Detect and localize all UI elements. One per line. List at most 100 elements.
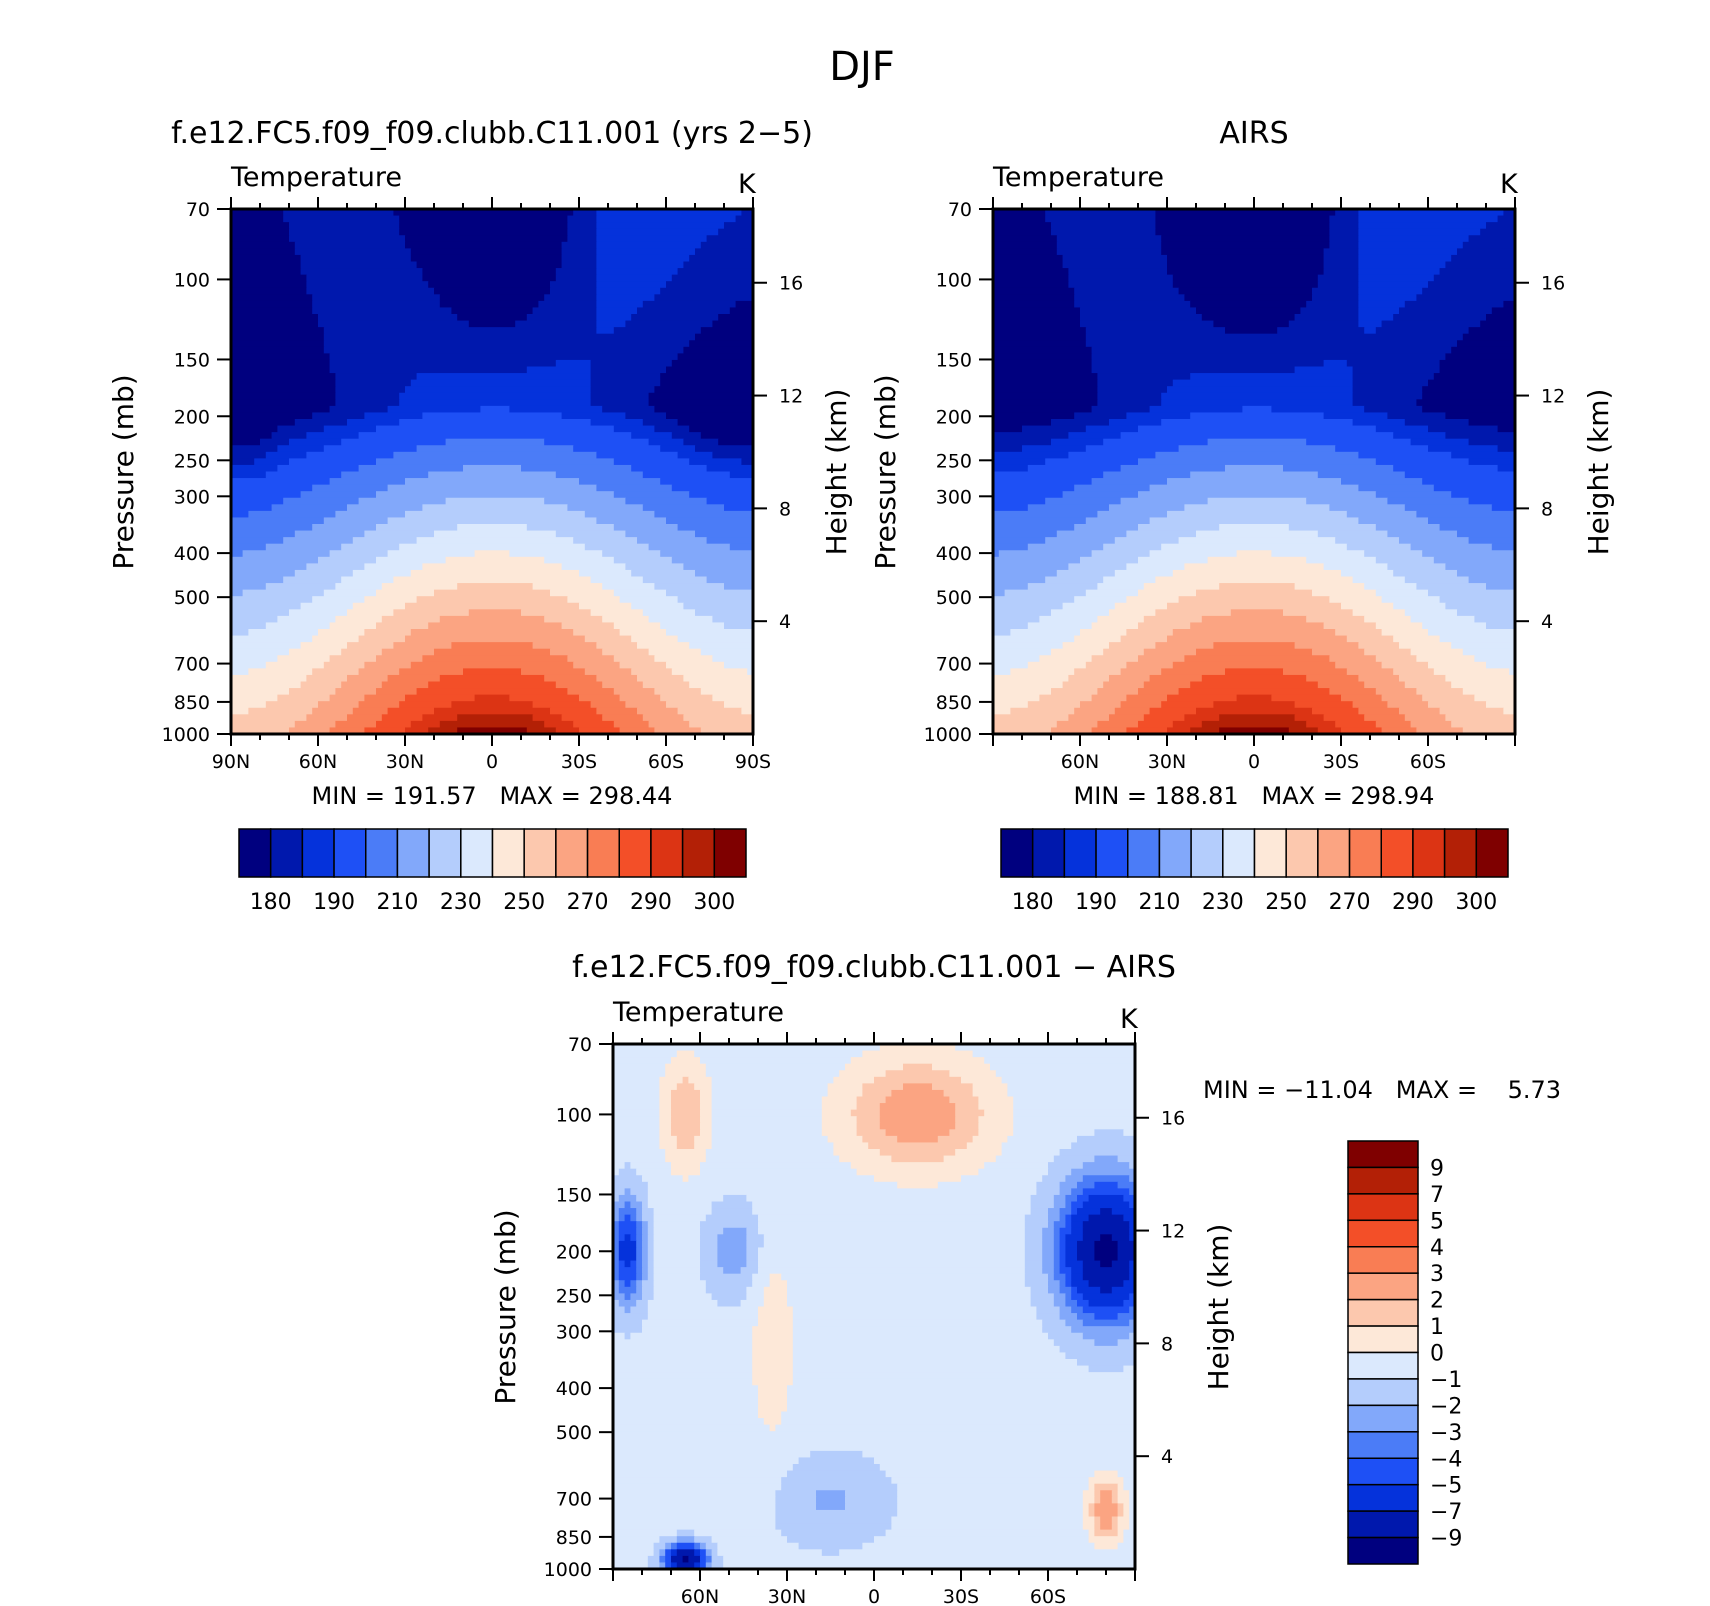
contour-band-cell (653, 1234, 701, 1242)
contour-band-cell (1352, 701, 1388, 709)
contour-band-cell (711, 1562, 724, 1569)
contour-band-cell (723, 1267, 742, 1275)
contour-band-cell (265, 543, 342, 551)
contour-band-cell (792, 1372, 1135, 1380)
contour-band-cell (648, 543, 731, 551)
contour-band-cell (445, 497, 545, 505)
contour-band-cell (1129, 1319, 1135, 1327)
contour-band-cell (1088, 1536, 1124, 1544)
contour-band-cell (1048, 1162, 1084, 1170)
contour-band-cell (318, 556, 377, 564)
contour-band-cell (1059, 1234, 1066, 1242)
contour-band-cell (654, 405, 753, 414)
contour-band-cell (358, 668, 400, 676)
contour-band-cell (1126, 412, 1191, 420)
contour-band-cell (619, 661, 667, 669)
contour-band-cell (769, 1424, 776, 1432)
contour-band-cell (289, 228, 400, 236)
contour-band-cell (613, 1194, 620, 1203)
contour-band-cell (1024, 1227, 1043, 1235)
contour-band-cell (1184, 294, 1313, 302)
contour-band-cell (659, 1089, 672, 1098)
contour-band-cell (723, 1555, 1135, 1564)
contour-band-cell (993, 366, 1093, 374)
contour-band-cell (1103, 438, 1209, 446)
contour-band-cell (700, 327, 753, 335)
contour-band-cell (277, 615, 336, 624)
contour-band-cell (683, 563, 753, 571)
contour-band-cell (1103, 471, 1191, 479)
contour-band-cell (451, 701, 534, 709)
y-tick-label: 70 (948, 199, 972, 221)
contour-band-cell (1051, 419, 1110, 427)
contour-band-cell (1410, 720, 1452, 729)
contour-band-cell (1352, 373, 1435, 381)
contour-band-cell (891, 1516, 1084, 1524)
contour-band-cell (231, 497, 284, 505)
contour-band-cell (1428, 517, 1515, 525)
contour-band-cell (405, 510, 586, 519)
colorbar-label: 180 (1012, 890, 1054, 915)
contour-band-cell (231, 661, 267, 669)
y-tick-label: 200 (556, 1241, 592, 1263)
contour-band-cell (306, 563, 365, 571)
contour-band-cell (277, 445, 325, 453)
contour-band-cell (955, 1109, 985, 1117)
contour-band-cell (879, 1149, 956, 1157)
contour-band-cell (1117, 1483, 1124, 1491)
contour-band-cell (1068, 281, 1174, 289)
colorbar-label: 4 (1430, 1236, 1444, 1261)
contour-band-cell (231, 642, 302, 650)
contour-band-cell (1053, 1194, 1066, 1203)
contour-band-cell (329, 694, 365, 702)
contour-band-cell (573, 720, 615, 729)
contour-band-cell (993, 425, 1023, 433)
contour-band-cell (1497, 464, 1515, 473)
contour-band-cell (993, 412, 1075, 420)
panel-model-stats: MIN = 191.57 MAX = 298.44 (312, 782, 673, 810)
contour-band-cell (763, 1286, 788, 1294)
contour-band-cell (1109, 504, 1185, 512)
contour-band-cell (231, 655, 278, 663)
contour-band-cell (596, 327, 615, 335)
contour-band-cell (613, 1221, 620, 1229)
contour-band-cell (561, 248, 597, 256)
contour-band-cell (677, 596, 753, 604)
contour-band-cell (550, 589, 615, 597)
contour-band-cell (984, 1057, 1135, 1065)
contour-band-cell (1341, 569, 1394, 578)
contour-band-cell (677, 268, 753, 276)
contour-band-cell (613, 1457, 800, 1465)
panel-obs-stats: MIN = 188.81 MAX = 298.94 (1074, 782, 1435, 810)
y-tick-label: 700 (936, 654, 972, 676)
contour-band-cell (1129, 1267, 1135, 1275)
contour-band-cell (416, 261, 563, 269)
contour-band-cell (666, 412, 753, 420)
contour-band-cell (613, 1555, 649, 1564)
contour-band-cell (1065, 1234, 1084, 1242)
contour-band-cell (474, 694, 510, 702)
contour-band-cell (393, 209, 574, 217)
contour-band-cell (1094, 1339, 1119, 1347)
contour-band-cell (879, 1109, 956, 1117)
contour-band-cell (335, 688, 377, 696)
contour-band-cell (364, 694, 406, 702)
contour-band-cell (1138, 425, 1377, 433)
contour-band-cell (1059, 1286, 1072, 1294)
contour-band-cell (618, 1286, 637, 1294)
contour-band-cell (1201, 674, 1307, 683)
contour-band-cell (231, 720, 296, 729)
contour-band-cell (740, 1299, 765, 1308)
contour-band-cell (1410, 648, 1464, 656)
colorbar-swatch (1347, 1431, 1419, 1459)
contour-band-cell (439, 720, 545, 729)
contour-band-cell (231, 622, 267, 630)
contour-band-cell (428, 281, 551, 289)
y-tick-label: 500 (936, 587, 972, 609)
contour-band-cell (711, 1208, 753, 1216)
contour-band-cell (1082, 1162, 1130, 1170)
contour-band-cell (306, 281, 429, 289)
contour-band-cell (1048, 1208, 1061, 1216)
contour-band-cell (1439, 268, 1515, 276)
contour-band-cell (1042, 1175, 1066, 1183)
